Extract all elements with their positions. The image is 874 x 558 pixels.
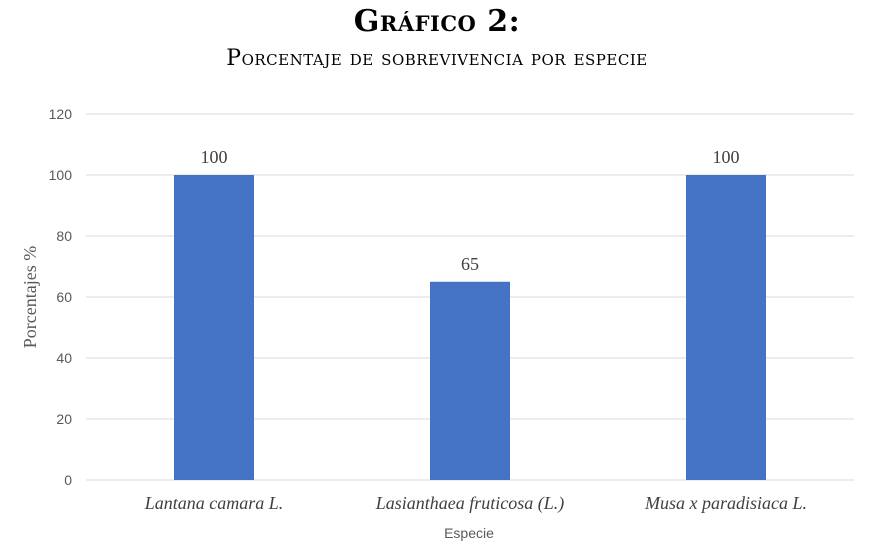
data-labels: 100 65 100 bbox=[201, 147, 740, 274]
chart-subtitle: Porcentaje de sobrevivencia por especie bbox=[226, 46, 648, 71]
x-tick-label: Musa x paradisiaca L. bbox=[644, 493, 807, 513]
data-label: 100 bbox=[201, 147, 228, 167]
bar bbox=[686, 175, 766, 480]
data-label: 100 bbox=[713, 147, 740, 167]
x-axis-ticks: Lantana camara L. Lasianthaea fruticosa (… bbox=[144, 493, 807, 514]
bar bbox=[174, 175, 254, 480]
y-tick-label: 20 bbox=[56, 411, 72, 427]
x-tick-label: Lasianthaea fruticosa (L.) bbox=[375, 493, 565, 514]
bar bbox=[430, 281, 510, 480]
y-axis-label: Porcentajes % bbox=[20, 246, 40, 348]
y-tick-label: 0 bbox=[64, 472, 72, 488]
y-tick-label: 80 bbox=[56, 228, 72, 244]
y-tick-label: 120 bbox=[49, 106, 73, 122]
bars bbox=[174, 175, 766, 480]
y-axis-ticks: 0 20 40 60 80 100 120 bbox=[49, 106, 73, 488]
y-tick-label: 40 bbox=[56, 350, 72, 366]
y-tick-label: 100 bbox=[49, 167, 73, 183]
x-axis-label: Especie bbox=[444, 525, 494, 541]
data-label: 65 bbox=[461, 254, 479, 274]
x-tick-label: Lantana camara L. bbox=[144, 493, 284, 513]
chart-title: Gráfico 2: bbox=[353, 4, 521, 39]
y-tick-label: 60 bbox=[56, 289, 72, 305]
